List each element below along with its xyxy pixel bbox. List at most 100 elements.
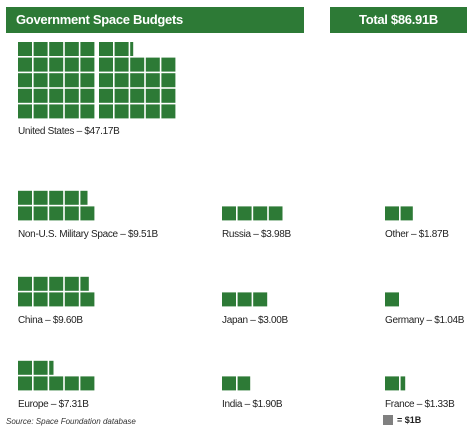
series-label: Europe – $7.31B [18, 399, 89, 410]
waffle-square [18, 42, 32, 56]
waffle-square [253, 292, 268, 307]
waffle-square [49, 88, 64, 103]
waffle-square [80, 276, 89, 291]
waffle-square [33, 73, 48, 88]
waffle-square [161, 57, 176, 72]
waffle-square [237, 292, 252, 307]
waffle-square [49, 190, 64, 205]
chart-title: Government Space Budgets [6, 7, 304, 33]
waffle-square [253, 206, 268, 221]
waffle-square [80, 206, 95, 221]
waffle-square [18, 73, 32, 88]
waffle-square [33, 206, 48, 221]
waffle-square [33, 88, 48, 103]
waffle-square [161, 73, 176, 88]
waffle-square [80, 88, 95, 103]
series-label: Germany – $1.04B [385, 315, 465, 326]
waffle-square [49, 292, 64, 307]
waffle-square [64, 190, 79, 205]
waffle-square [49, 57, 64, 72]
waffle-square [80, 376, 95, 391]
waffle-square [33, 276, 48, 291]
total-badge: Total $86.91B [330, 7, 467, 33]
waffle-square [145, 88, 160, 103]
series-label: Non-U.S. Military Space – $9.51B [18, 229, 158, 240]
waffle-square [64, 88, 79, 103]
waffle-square [114, 88, 129, 103]
waffle-square [99, 104, 113, 119]
waffle-square [99, 73, 113, 88]
waffle-square [49, 42, 64, 56]
series-label: India – $1.90B [222, 399, 283, 410]
waffle-square [222, 376, 236, 391]
waffle-square [64, 104, 79, 119]
waffle-square [130, 104, 145, 119]
waffle-square [33, 42, 48, 56]
waffle-square [161, 104, 176, 119]
series-label: Other – $1.87B [385, 229, 449, 240]
waffle-square [222, 292, 236, 307]
series-label: China – $9.60B [18, 315, 83, 326]
waffle-square [130, 42, 134, 56]
waffle-square [400, 206, 413, 221]
waffle-square [33, 292, 48, 307]
waffle-square [80, 190, 88, 205]
waffle-square [18, 276, 32, 291]
waffle-square [80, 292, 95, 307]
waffle-square [33, 376, 48, 391]
waffle-square [18, 88, 32, 103]
waffle-square [145, 73, 160, 88]
waffle-square [80, 42, 95, 56]
waffle-square [33, 104, 48, 119]
waffle-square [80, 104, 95, 119]
waffle-square [33, 190, 48, 205]
legend-swatch [383, 415, 393, 425]
waffle-square [33, 57, 48, 72]
waffle-square [114, 73, 129, 88]
waffle-square [33, 360, 48, 375]
waffle-square [114, 57, 129, 72]
waffle-square [80, 73, 95, 88]
waffle-square [49, 276, 64, 291]
waffle-square [145, 57, 160, 72]
waffle-square [49, 73, 64, 88]
waffle-square [18, 57, 32, 72]
waffle-square [130, 73, 145, 88]
waffle-square [80, 57, 95, 72]
waffle-square [18, 190, 32, 205]
waffle-square [237, 376, 251, 391]
source-note: Source: Space Foundation database [6, 417, 136, 426]
waffle-square [18, 360, 32, 375]
waffle-square [49, 376, 64, 391]
waffle-square [114, 104, 129, 119]
waffle-square [18, 376, 32, 391]
waffle-square [18, 104, 32, 119]
waffle-square [64, 206, 79, 221]
waffle-square [64, 376, 79, 391]
waffle-square [99, 57, 113, 72]
series-label: France – $1.33B [385, 399, 455, 410]
waffle-square [64, 73, 79, 88]
waffle-square [145, 104, 160, 119]
waffle-square [49, 104, 64, 119]
series-label: Russia – $3.98B [222, 229, 291, 240]
waffle-square [64, 42, 79, 56]
series-label: United States – $47.17B [18, 126, 120, 137]
legend-label: = $1B [397, 415, 422, 425]
waffle-square [18, 292, 32, 307]
legend: = $1B [383, 415, 421, 425]
waffle-square [268, 206, 283, 221]
waffle-square [385, 292, 399, 307]
waffle-square [99, 88, 113, 103]
waffle-square [64, 292, 79, 307]
waffle-square [130, 88, 145, 103]
waffle-square [400, 376, 406, 391]
waffle-square [64, 276, 79, 291]
waffle-square [222, 206, 236, 221]
waffle-square [385, 376, 399, 391]
series-label: Japan – $3.00B [222, 315, 288, 326]
waffle-square [99, 42, 113, 56]
waffle-square [64, 57, 79, 72]
waffle-square [18, 206, 32, 221]
waffle-square [49, 206, 64, 221]
